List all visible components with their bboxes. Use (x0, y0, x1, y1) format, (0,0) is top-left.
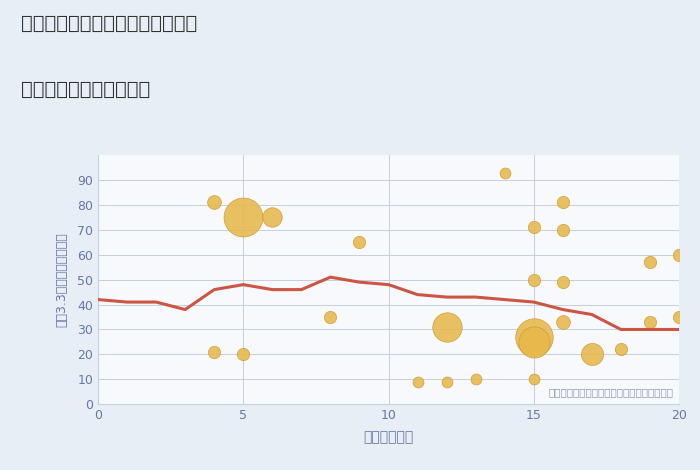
Point (209, 199, 220, 206)
X-axis label: 駅距離（分）: 駅距離（分） (363, 431, 414, 445)
Point (645, 258, 656, 266)
Point (412, 378, 423, 385)
Point (528, 333, 539, 341)
Point (528, 276, 539, 283)
Point (557, 278, 568, 286)
Point (615, 345, 626, 353)
Point (354, 238, 365, 246)
Point (441, 378, 452, 385)
Point (470, 376, 482, 383)
Text: 駅距離別中古戸建て価格: 駅距離別中古戸建て価格 (21, 80, 150, 99)
Y-axis label: 坪（3.3㎡）単価（万円）: 坪（3.3㎡）単価（万円） (56, 232, 69, 327)
Point (267, 213, 278, 221)
Point (237, 351, 249, 358)
Point (499, 169, 510, 176)
Point (528, 224, 539, 231)
Point (237, 213, 249, 221)
Point (587, 351, 598, 358)
Text: 円の大きさは、取引のあった物件面積を示す: 円の大きさは、取引のあった物件面積を示す (548, 387, 673, 397)
Point (557, 226, 568, 234)
Point (441, 323, 452, 331)
Point (528, 338, 539, 346)
Point (673, 313, 685, 321)
Point (557, 318, 568, 326)
Text: 兵庫県たつの市揖保川町金剛山の: 兵庫県たつの市揖保川町金剛山の (21, 14, 197, 33)
Point (209, 348, 220, 356)
Point (557, 199, 568, 206)
Point (645, 318, 656, 326)
Point (528, 376, 539, 383)
Point (673, 251, 685, 258)
Point (325, 313, 336, 321)
